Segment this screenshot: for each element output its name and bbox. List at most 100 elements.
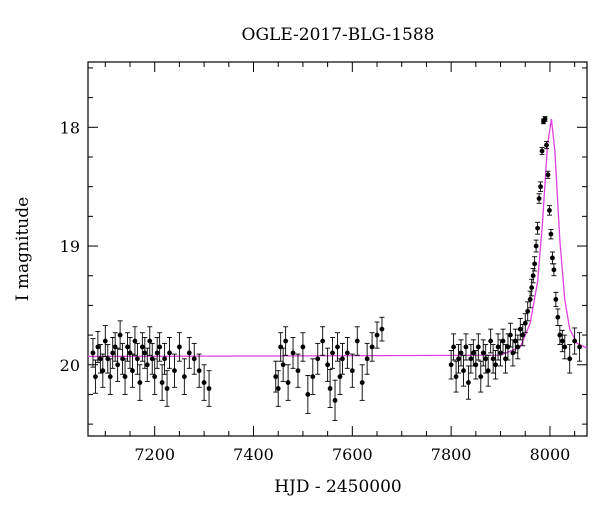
point-marker (550, 255, 555, 261)
point-marker (95, 344, 101, 350)
point-marker (488, 338, 494, 344)
data-point (500, 328, 506, 354)
data-point (339, 342, 345, 375)
point-marker (544, 142, 549, 148)
point-marker (125, 344, 130, 350)
data-point (285, 364, 291, 401)
data-point (110, 337, 116, 369)
point-marker (295, 368, 301, 374)
data-point (162, 342, 168, 375)
data-point (539, 147, 545, 156)
plot-frame (87, 61, 588, 437)
data-point (475, 333, 481, 361)
data-point (147, 326, 153, 356)
point-marker (478, 374, 484, 380)
model-line (87, 118, 588, 358)
data-point (543, 141, 549, 150)
point-marker (280, 362, 286, 368)
point-marker (181, 374, 187, 380)
data-point (354, 326, 360, 356)
point-marker (485, 368, 491, 374)
point-marker (495, 344, 501, 350)
data-point (132, 326, 138, 356)
point-marker (480, 350, 486, 356)
point-marker (191, 356, 197, 362)
data-point (548, 228, 554, 240)
data-point (536, 193, 542, 204)
point-marker (369, 344, 375, 350)
point-marker (132, 338, 138, 344)
data-point (451, 333, 457, 361)
point-marker (354, 338, 360, 344)
data-point (206, 370, 212, 407)
point-marker (122, 374, 128, 380)
point-marker (139, 344, 145, 350)
x-tick-label: 7800 (431, 445, 472, 464)
data-point (171, 353, 177, 388)
point-marker (335, 344, 340, 350)
data-point (379, 316, 385, 342)
point-marker (112, 344, 118, 350)
data-point (533, 239, 539, 253)
point-marker (337, 374, 343, 380)
point-marker (93, 374, 98, 380)
x-axis-label: HJD - 2450000 (274, 477, 402, 497)
point-marker (137, 380, 143, 385)
point-marker (278, 344, 284, 350)
point-marker (551, 267, 557, 273)
point-marker (539, 148, 545, 154)
data-point (525, 301, 531, 322)
data-point (359, 364, 365, 401)
data-point (176, 332, 182, 362)
data-point (300, 332, 306, 362)
data-point (142, 337, 148, 369)
data-point (557, 325, 563, 346)
point-marker (349, 368, 355, 374)
data-point (102, 325, 108, 357)
data-point (567, 344, 573, 374)
point-marker (508, 332, 513, 338)
point-marker (468, 356, 474, 362)
point-marker (325, 362, 331, 368)
point-marker (305, 392, 311, 397)
point-marker (159, 380, 165, 385)
data-point (485, 354, 491, 387)
data-point (92, 359, 98, 394)
point-marker (483, 356, 489, 362)
data-point (137, 364, 143, 401)
data-point (157, 332, 163, 362)
data-point (97, 344, 103, 374)
point-marker (186, 350, 192, 356)
model-curve (87, 118, 588, 358)
point-marker (273, 374, 279, 380)
data-point (191, 342, 197, 375)
point-marker (533, 243, 539, 249)
data-point (283, 326, 289, 356)
point-marker (332, 397, 338, 403)
point-marker (517, 326, 523, 332)
chart-title: OGLE-2017-BLG-1588 (242, 25, 435, 45)
x-tick-label: 7400 (233, 445, 274, 464)
point-marker (463, 344, 469, 350)
data-point (522, 313, 528, 334)
data-point (164, 370, 170, 407)
x-tick-label: 7200 (134, 445, 175, 464)
data-point (305, 374, 311, 414)
data-point (473, 350, 479, 380)
data-point (181, 358, 187, 395)
point-marker (461, 368, 466, 374)
data-point (310, 358, 316, 395)
point-marker (532, 261, 538, 267)
point-marker (522, 320, 528, 326)
data-point (335, 332, 340, 362)
point-marker (470, 350, 476, 356)
data-point (369, 332, 375, 362)
point-marker (285, 380, 291, 385)
data-point (152, 358, 158, 395)
data-point (538, 181, 544, 192)
point-marker (535, 225, 540, 231)
data-point (545, 170, 551, 179)
y-tick-label: 20 (60, 356, 80, 375)
point-marker (290, 350, 296, 356)
